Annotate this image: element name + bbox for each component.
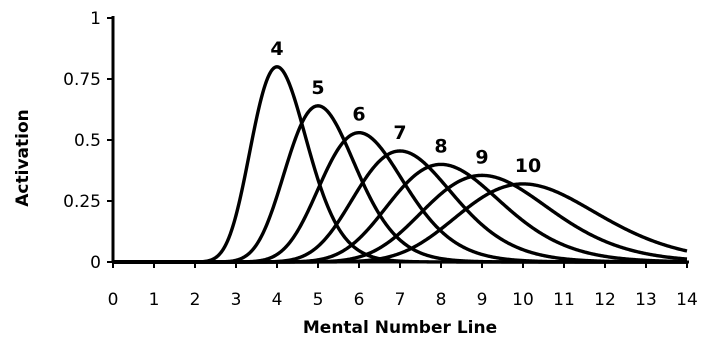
- x-tick-label: 5: [313, 290, 324, 310]
- x-axis-title: Mental Number Line: [303, 318, 497, 338]
- y-tick-label: 0.25: [63, 192, 101, 212]
- x-tick-label: 2: [190, 290, 201, 310]
- x-tick-label: 7: [395, 290, 406, 310]
- y-tick-label: 1: [90, 9, 101, 29]
- peak-label-5: 5: [311, 77, 324, 99]
- peak-label-8: 8: [434, 135, 447, 157]
- x-tick-label: 4: [272, 290, 283, 310]
- x-tick-label: 0: [108, 290, 119, 310]
- curve-7: [113, 149, 688, 264]
- peak-label-9: 9: [475, 146, 488, 168]
- x-tick-label: 8: [436, 290, 447, 310]
- peak-label-4: 4: [270, 38, 283, 60]
- x-tick-label: 9: [477, 290, 488, 310]
- peak-labels-group: 4 5 6 7 8 9 10: [270, 38, 541, 177]
- y-axis-title: Activation: [13, 109, 33, 206]
- y-axis-ticks: 0 0.25 0.5 0.75 1: [63, 9, 113, 273]
- x-tick-label: 10: [512, 290, 534, 310]
- x-tick-label: 3: [231, 290, 242, 310]
- y-tick-label: 0.5: [74, 131, 101, 151]
- x-tick-label: 1: [149, 290, 160, 310]
- curve-10: [113, 182, 688, 264]
- x-tick-label: 11: [553, 290, 575, 310]
- x-tick-label: 14: [676, 290, 698, 310]
- x-tick-label: 12: [594, 290, 616, 310]
- x-tick-label: 13: [635, 290, 657, 310]
- x-tick-label: 6: [354, 290, 365, 310]
- peak-label-6: 6: [352, 104, 365, 126]
- peak-label-10: 10: [515, 155, 541, 177]
- y-tick-label: 0: [90, 253, 101, 273]
- y-tick-label: 0.75: [63, 70, 101, 90]
- x-axis-ticks: 0 1 2 3 4 5 6 7 8 9 10 11 12 13 14: [108, 262, 698, 310]
- peak-label-7: 7: [393, 122, 406, 144]
- curves-group: [113, 65, 688, 264]
